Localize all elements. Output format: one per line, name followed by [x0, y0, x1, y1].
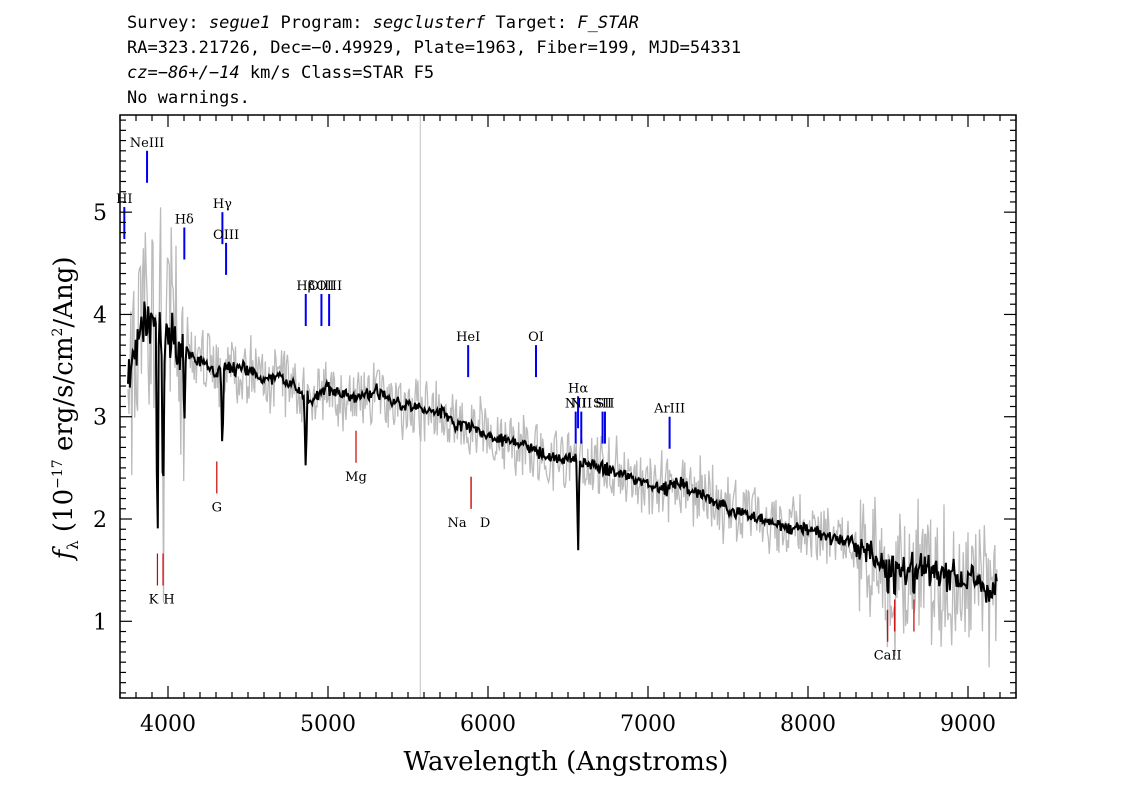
emission-line-label: Hδ: [175, 213, 194, 228]
emission-line-label: OIII: [213, 228, 239, 243]
absorption-line-label: H: [163, 592, 174, 607]
emission-line-label: Hβ: [296, 279, 315, 294]
header-line-1: Survey: segue1 Program: segclusterf Targ…: [127, 13, 639, 33]
error-band: [127, 207, 998, 668]
header-line-4: No warnings.: [127, 88, 250, 108]
emission-line-label: OIII: [316, 279, 342, 294]
emission-line-label: NeIII: [130, 136, 164, 151]
x-tick-label: 9000: [940, 712, 996, 737]
emission-line-label: HeI: [456, 330, 480, 345]
error-series-line: [127, 207, 998, 668]
tick-labels: 4000 5000 6000 7000 8000 9000 1 2 3 4 5: [93, 201, 996, 737]
emission-line-label: NII: [570, 397, 592, 412]
emission-line-label: Hγ: [213, 197, 232, 212]
x-tick-label: 5000: [300, 712, 356, 737]
y-axis-label: fλ (10−17 erg/s/cm2/Ang): [49, 257, 82, 562]
absorption-line-label: Na: [447, 516, 466, 531]
plot-axes: [119, 114, 1017, 699]
svg-text:fλ (10−17 erg/s/cm2/Ang): fλ (10−17 erg/s/cm2/Ang): [49, 257, 82, 562]
y-tick-label: 1: [93, 610, 107, 635]
absorption-line-label: Mg: [345, 470, 367, 485]
flux-series: [127, 301, 998, 603]
x-tick-label: 6000: [460, 712, 516, 737]
y-tick-label: 3: [93, 406, 107, 431]
absorption-line-label: D: [480, 516, 490, 531]
x-tick-label: 8000: [780, 712, 836, 737]
y-tick-label: 5: [93, 201, 107, 226]
emission-line-label: Hα: [568, 381, 588, 396]
emission-line-label: ArIII: [653, 402, 685, 417]
header-line-3: cz=−86+/−14 km/s Class=STAR F5: [127, 63, 434, 83]
x-axis-label: Wavelength (Angstroms): [404, 747, 729, 777]
absorption-line-label: CaII: [874, 649, 902, 664]
emission-line-label: OI: [528, 330, 544, 345]
emission-line-label: OIII: [308, 279, 334, 294]
flux-series-line: [127, 301, 998, 603]
header-line-2: RA=323.21726, Dec=−0.49929, Plate=1963, …: [127, 38, 741, 58]
y-tick-label: 4: [93, 303, 107, 328]
x-tick-label: 4000: [140, 712, 196, 737]
emission-line-label: SII: [593, 397, 612, 412]
absorption-line-label: G: [212, 500, 222, 515]
y-tick-label: 2: [93, 508, 107, 533]
x-tick-label: 7000: [620, 712, 676, 737]
emission-line-label: NII: [565, 397, 587, 412]
emission-line-label: HI: [116, 192, 132, 207]
absorption-line-label: K: [149, 592, 159, 607]
emission-line-label: SII: [595, 397, 614, 412]
